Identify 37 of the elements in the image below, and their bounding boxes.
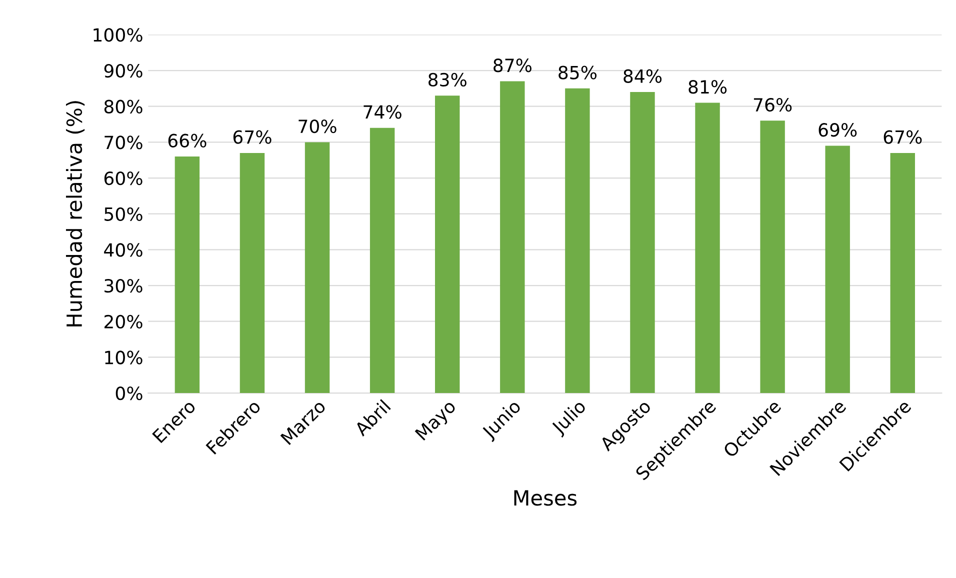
bar: [240, 152, 265, 394]
data-label: 76%: [754, 98, 792, 112]
data-label: 85%: [558, 66, 597, 80]
data-label: 87%: [494, 58, 532, 72]
bar: [760, 120, 785, 394]
data-label: 70%: [298, 119, 336, 134]
y-tick-label: 70%: [104, 136, 142, 150]
bar: [435, 96, 460, 394]
y-tick-label: 20%: [104, 314, 142, 328]
y-tick-label: 50%: [104, 207, 142, 221]
y-tick-label: 40%: [104, 243, 142, 257]
bar: [500, 81, 525, 394]
y-tick-label: 90%: [104, 64, 142, 78]
y-tick-label: 60%: [104, 171, 142, 186]
y-tick-label: 100%: [94, 28, 142, 42]
data-label: 67%: [233, 130, 272, 144]
data-label: 81%: [688, 80, 727, 94]
bar: [890, 152, 915, 394]
bar: [370, 128, 395, 394]
bar: [695, 102, 720, 394]
data-label: 74%: [364, 105, 402, 119]
data-label: 66%: [168, 134, 206, 148]
data-label: 83%: [428, 72, 466, 87]
bar: [174, 156, 200, 394]
y-tick-label: 10%: [105, 350, 142, 364]
y-tick-label: 80%: [104, 100, 142, 114]
bar: [304, 142, 330, 394]
x-axis-title: Meses: [514, 490, 577, 506]
bar: [565, 88, 590, 394]
data-label: 69%: [818, 123, 857, 137]
bar: [825, 146, 850, 394]
data-label: 84%: [624, 69, 662, 83]
y-tick-label: 30%: [104, 278, 142, 293]
bar: [630, 92, 655, 394]
y-tick-label: 0%: [116, 386, 142, 400]
data-label: 67%: [884, 130, 922, 144]
y-axis-title: Humedad relativa (%): [66, 101, 85, 326]
